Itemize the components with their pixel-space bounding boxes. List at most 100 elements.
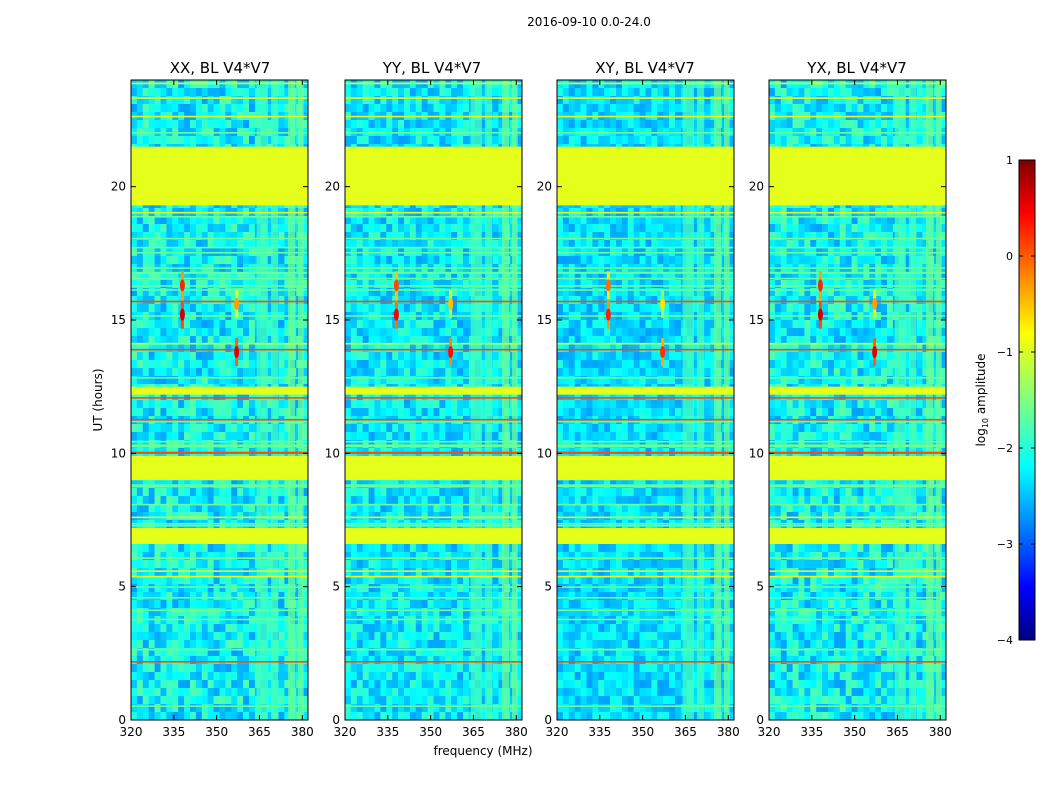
heatmap-cell bbox=[148, 688, 155, 697]
heatmap-cell bbox=[421, 576, 428, 585]
rfi-time-stripe bbox=[131, 251, 308, 254]
heatmap-cell bbox=[398, 400, 405, 409]
heatmap-cell bbox=[345, 680, 352, 689]
rfi-time-stripe bbox=[345, 272, 522, 274]
heatmap-cell bbox=[439, 96, 446, 105]
heatmap-cell bbox=[451, 696, 458, 705]
heatmap-cell bbox=[386, 352, 393, 361]
heatmap-cell bbox=[362, 368, 369, 377]
heatmap-cell bbox=[404, 704, 411, 713]
heatmap-cell bbox=[243, 400, 250, 409]
heatmap-cell bbox=[237, 712, 244, 721]
heatmap-cell bbox=[184, 712, 191, 721]
heatmap-cell bbox=[302, 440, 309, 449]
heatmap-cell bbox=[409, 664, 417, 673]
heatmap-cell bbox=[433, 400, 440, 409]
heatmap-cell bbox=[368, 656, 375, 665]
heatmap-cell bbox=[213, 496, 220, 505]
heatmap-cell bbox=[148, 488, 155, 497]
heatmap-cell bbox=[266, 320, 273, 329]
heatmap-cell bbox=[225, 640, 232, 649]
heatmap-cell bbox=[457, 424, 464, 433]
heatmap-cell bbox=[249, 256, 256, 265]
heatmap-cell bbox=[451, 320, 458, 329]
heatmap-cell bbox=[178, 216, 185, 225]
heatmap-cell bbox=[237, 304, 244, 313]
heatmap-cell bbox=[302, 512, 309, 521]
heatmap-cell bbox=[195, 288, 203, 297]
heatmap-cell bbox=[136, 288, 144, 297]
heatmap-cell bbox=[433, 608, 440, 617]
heatmap-cell bbox=[148, 544, 155, 553]
heatmap-cell bbox=[231, 624, 238, 633]
heatmap-cell bbox=[219, 368, 226, 377]
heatmap-cell bbox=[368, 632, 375, 641]
heatmap-cell bbox=[427, 224, 434, 233]
heatmap-cell bbox=[463, 328, 470, 337]
heatmap-cell bbox=[166, 632, 173, 641]
heatmap-cell bbox=[172, 648, 179, 657]
heatmap-cell bbox=[463, 360, 470, 369]
heatmap-cell bbox=[409, 512, 417, 521]
heatmap-cell bbox=[249, 272, 256, 281]
heatmap-cell bbox=[398, 288, 405, 297]
heatmap-cell bbox=[136, 656, 144, 665]
heatmap-cell bbox=[415, 320, 422, 329]
heatmap-cell bbox=[492, 624, 499, 633]
heatmap-cell bbox=[302, 688, 309, 697]
heatmap-cell bbox=[380, 584, 387, 593]
heatmap-cell bbox=[148, 256, 155, 265]
heatmap-cell bbox=[463, 656, 470, 665]
heatmap-cell bbox=[368, 512, 375, 521]
heatmap-cell bbox=[302, 504, 309, 513]
heatmap-cell bbox=[284, 480, 291, 489]
heatmap-cell bbox=[498, 400, 505, 409]
heatmap-cell bbox=[243, 688, 250, 697]
heatmap-cell bbox=[148, 576, 155, 585]
heatmap-cell bbox=[207, 376, 214, 385]
heatmap-cell bbox=[421, 400, 428, 409]
heatmap-cell bbox=[421, 280, 428, 289]
heatmap-cell bbox=[362, 408, 369, 417]
heatmap-cell bbox=[463, 272, 470, 281]
heatmap-cell bbox=[362, 296, 369, 305]
heatmap-cell bbox=[172, 272, 179, 281]
heatmap-cell bbox=[409, 696, 417, 705]
heatmap-cell bbox=[492, 496, 499, 505]
heatmap-cell bbox=[451, 224, 458, 233]
heatmap-cell bbox=[409, 320, 417, 329]
heatmap-cell bbox=[368, 104, 375, 113]
heatmap-cell bbox=[237, 344, 244, 353]
heatmap-cell bbox=[415, 648, 422, 657]
heatmap-cell bbox=[404, 256, 411, 265]
heatmap-cell bbox=[398, 608, 405, 617]
heatmap-cell bbox=[136, 712, 144, 721]
heatmap-cell bbox=[463, 224, 470, 233]
heatmap-cell bbox=[302, 432, 309, 441]
heatmap-cell bbox=[148, 96, 155, 105]
heatmap-cell bbox=[249, 120, 256, 129]
heatmap-cell bbox=[516, 504, 523, 513]
heatmap-cell bbox=[356, 600, 363, 609]
heatmap-cell bbox=[409, 424, 417, 433]
heatmap-cell bbox=[392, 544, 399, 553]
heatmap-cell bbox=[439, 216, 446, 225]
heatmap-cell bbox=[266, 328, 273, 337]
heatmap-cell bbox=[350, 96, 358, 105]
heatmap-cell bbox=[201, 488, 208, 497]
heatmap-cell bbox=[166, 104, 173, 113]
heatmap-cell bbox=[356, 688, 363, 697]
heatmap-cell bbox=[278, 320, 285, 329]
heatmap-cell bbox=[356, 568, 363, 577]
heatmap-cell bbox=[415, 376, 422, 385]
heatmap-cell bbox=[231, 288, 238, 297]
heatmap-cell bbox=[190, 368, 197, 377]
heatmap-cell bbox=[380, 304, 387, 313]
heatmap-cell bbox=[409, 608, 417, 617]
heatmap-cell bbox=[201, 624, 208, 633]
heatmap-cell bbox=[368, 624, 375, 633]
heatmap-cell bbox=[243, 376, 250, 385]
heatmap-cell bbox=[350, 704, 358, 713]
heatmap-cell bbox=[154, 96, 161, 105]
heatmap-cell bbox=[302, 352, 309, 361]
